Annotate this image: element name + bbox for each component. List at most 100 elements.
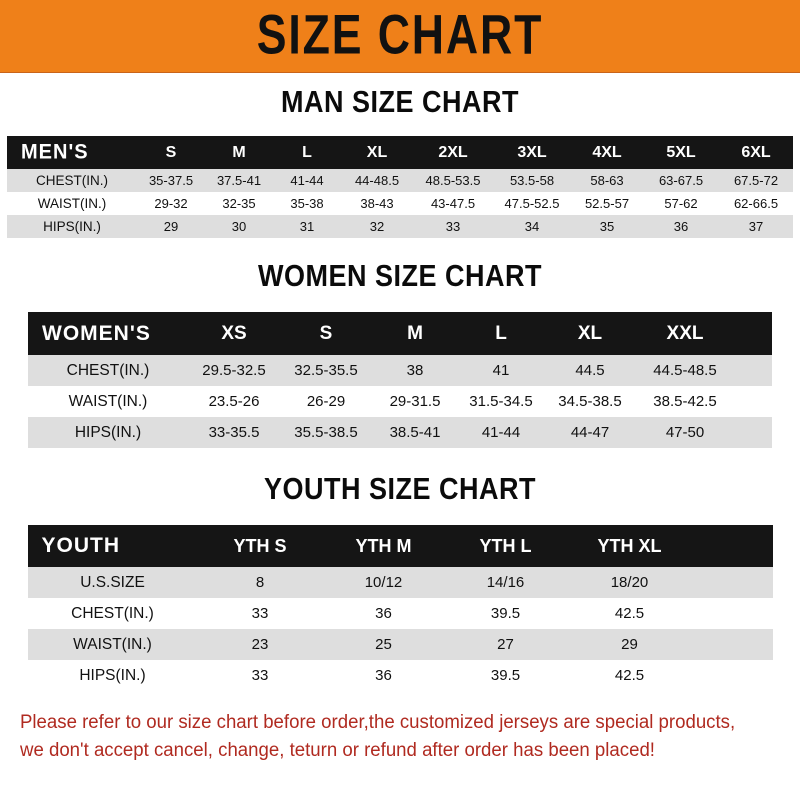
youth-cell-1-2: 39.5 bbox=[490, 605, 521, 622]
men-header-row: MEN'S S M L XL 2XL 3XL 4XL 5XL 6XL bbox=[7, 136, 793, 169]
men-cell-0-6: 58-63 bbox=[590, 173, 624, 188]
youth-col-header-1: YTH M bbox=[355, 535, 412, 556]
women-size-table: WOMEN'S XS S M L XL XXL CHEST(IN.) 29.5-… bbox=[28, 312, 772, 448]
youth-cell-3-1: 36 bbox=[375, 667, 392, 684]
youth-cell-2-0: 23 bbox=[251, 636, 269, 653]
men-cell-2-0: 29 bbox=[163, 219, 179, 234]
men-cell-1-8: 62-66.5 bbox=[733, 196, 779, 211]
women-name-header: WOMEN'S bbox=[42, 321, 151, 345]
youth-name-header: YOUTH bbox=[41, 534, 120, 557]
youth-row-label-3: HIPS(IN.) bbox=[79, 666, 146, 684]
men-cell-0-7: 63-67.5 bbox=[658, 173, 704, 188]
men-col-header-6: 4XL bbox=[592, 143, 622, 161]
men-row-label-1: WAIST(IN.) bbox=[37, 196, 107, 211]
men-cell-2-6: 35 bbox=[599, 219, 615, 234]
table-row: HIPS(IN.) 29 30 31 32 33 34 35 36 37 bbox=[7, 215, 793, 238]
youth-cell-0-4 bbox=[693, 567, 773, 598]
men-cell-1-7: 57-62 bbox=[664, 196, 698, 211]
men-size-table: MEN'S S M L XL 2XL 3XL 4XL 5XL 6XL CHEST… bbox=[7, 136, 793, 238]
women-cell-0-2: 38 bbox=[406, 362, 424, 379]
youth-col-header-0: YTH S bbox=[233, 535, 287, 556]
youth-cell-1-0: 33 bbox=[251, 605, 269, 622]
table-row: HIPS(IN.) 33-35.5 35.5-38.5 38.5-41 41-4… bbox=[28, 417, 772, 448]
women-col-header-0: XS bbox=[221, 322, 247, 344]
men-cell-0-3: 44-48.5 bbox=[354, 173, 400, 188]
section-man: MAN SIZE CHART MEN'S S M L XL 2XL 3XL 4X… bbox=[0, 73, 800, 238]
women-row-label-1: WAIST(IN.) bbox=[68, 392, 148, 410]
men-col-header-7: 5XL bbox=[666, 143, 696, 161]
youth-cell-2-1: 25 bbox=[375, 636, 392, 653]
youth-col-header-3: YTH XL bbox=[597, 535, 662, 556]
youth-row-label-0: U.S.SIZE bbox=[80, 573, 145, 591]
women-cell-0-5: 44.5-48.5 bbox=[653, 362, 717, 379]
men-cell-0-4: 48.5-53.5 bbox=[425, 173, 481, 188]
men-cell-0-8: 67.5-72 bbox=[733, 173, 779, 188]
men-col-header-8: 6XL bbox=[741, 143, 771, 161]
men-cell-2-5: 34 bbox=[524, 219, 540, 234]
disclaimer-note: Please refer to our size chart before or… bbox=[20, 709, 765, 765]
youth-size-table: YOUTH YTH S YTH M YTH L YTH XL U.S.SIZE … bbox=[27, 525, 773, 691]
table-row: WAIST(IN.) 29-32 32-35 35-38 38-43 43-47… bbox=[7, 192, 793, 215]
women-row-label-0: CHEST(IN.) bbox=[66, 361, 150, 379]
women-col-header-6 bbox=[734, 312, 772, 355]
men-cell-1-5: 47.5-52.5 bbox=[504, 196, 560, 211]
youth-cell-3-2: 39.5 bbox=[490, 667, 521, 684]
women-cell-0-4: 44.5 bbox=[575, 362, 605, 379]
men-cell-2-4: 33 bbox=[445, 219, 461, 234]
men-cell-0-0: 35-37.5 bbox=[148, 173, 194, 188]
men-cell-2-8: 37 bbox=[748, 219, 764, 234]
youth-cell-3-0: 33 bbox=[251, 667, 269, 684]
men-cell-1-3: 38-43 bbox=[360, 196, 394, 211]
men-row-label-0: CHEST(IN.) bbox=[36, 173, 108, 188]
men-cell-0-5: 53.5-58 bbox=[509, 173, 555, 188]
table-row: CHEST(IN.) 29.5-32.5 32.5-35.5 38 41 44.… bbox=[28, 355, 772, 386]
women-cell-2-0: 33-35.5 bbox=[208, 424, 260, 441]
youth-cell-0-2: 14/16 bbox=[486, 574, 525, 591]
table-row: U.S.SIZE 8 10/12 14/16 18/20 bbox=[27, 567, 773, 598]
men-cell-1-0: 29-32 bbox=[154, 196, 188, 211]
women-cell-0-0: 29.5-32.5 bbox=[202, 362, 266, 379]
youth-cell-1-1: 36 bbox=[375, 605, 392, 622]
women-cell-1-6 bbox=[734, 386, 772, 417]
men-cell-1-1: 32-35 bbox=[222, 196, 256, 211]
youth-cell-2-3: 29 bbox=[621, 636, 638, 653]
women-col-header-1: S bbox=[319, 322, 333, 344]
men-col-header-3: XL bbox=[366, 143, 388, 161]
youth-cell-3-4 bbox=[693, 660, 773, 691]
section-title-youth: YOUTH SIZE CHART bbox=[263, 472, 536, 506]
women-cell-1-0: 23.5-26 bbox=[208, 393, 260, 410]
section-women: WOMEN SIZE CHART WOMEN'S XS S M L XL XXL… bbox=[0, 238, 800, 448]
disclaimer-line-1: Please refer to our size chart before or… bbox=[20, 712, 736, 733]
disclaimer-line-2: we don't accept cancel, change, teturn o… bbox=[20, 740, 655, 761]
women-cell-0-6 bbox=[734, 355, 772, 386]
men-cell-0-1: 37.5-41 bbox=[216, 173, 262, 188]
women-cell-1-1: 26-29 bbox=[306, 393, 346, 410]
youth-row-label-2: WAIST(IN.) bbox=[73, 635, 152, 653]
men-col-header-0: S bbox=[165, 143, 177, 161]
table-row: CHEST(IN.) 35-37.5 37.5-41 41-44 44-48.5… bbox=[7, 169, 793, 192]
youth-cell-3-3: 42.5 bbox=[614, 667, 645, 684]
men-cell-1-6: 52.5-57 bbox=[584, 196, 630, 211]
women-cell-2-5: 47-50 bbox=[665, 424, 705, 441]
men-col-header-1: M bbox=[232, 143, 246, 161]
women-header-row: WOMEN'S XS S M L XL XXL bbox=[28, 312, 772, 355]
women-cell-1-4: 34.5-38.5 bbox=[558, 393, 622, 410]
men-cell-0-2: 41-44 bbox=[290, 173, 324, 188]
youth-cell-0-0: 8 bbox=[255, 574, 265, 591]
men-cell-1-2: 35-38 bbox=[290, 196, 324, 211]
women-cell-2-6 bbox=[734, 417, 772, 448]
men-cell-2-3: 32 bbox=[369, 219, 385, 234]
section-title-women: WOMEN SIZE CHART bbox=[258, 259, 542, 293]
women-col-header-3: L bbox=[495, 322, 507, 344]
men-row-label-2: HIPS(IN.) bbox=[43, 219, 101, 234]
youth-header-row: YOUTH YTH S YTH M YTH L YTH XL bbox=[27, 525, 773, 567]
men-cell-1-4: 43-47.5 bbox=[430, 196, 476, 211]
youth-row-label-1: CHEST(IN.) bbox=[71, 604, 154, 622]
women-cell-2-2: 38.5-41 bbox=[389, 424, 441, 441]
youth-col-header-2: YTH L bbox=[479, 535, 532, 556]
table-row: CHEST(IN.) 33 36 39.5 42.5 bbox=[27, 598, 773, 629]
women-col-header-4: XL bbox=[577, 322, 603, 344]
women-row-label-2: HIPS(IN.) bbox=[74, 423, 142, 441]
women-cell-1-3: 31.5-34.5 bbox=[469, 393, 533, 410]
youth-cell-2-4 bbox=[693, 629, 773, 660]
